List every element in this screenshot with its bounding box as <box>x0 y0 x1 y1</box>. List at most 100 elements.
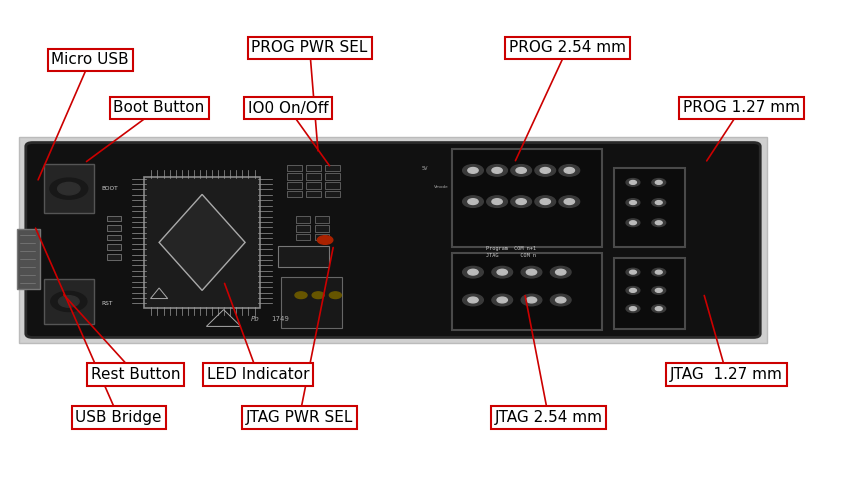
FancyBboxPatch shape <box>452 149 602 247</box>
Circle shape <box>652 179 666 186</box>
Text: RST: RST <box>101 301 113 306</box>
Circle shape <box>652 305 666 312</box>
Circle shape <box>492 168 502 173</box>
FancyBboxPatch shape <box>452 253 602 330</box>
FancyBboxPatch shape <box>325 191 340 197</box>
Circle shape <box>626 287 640 294</box>
FancyBboxPatch shape <box>287 173 302 180</box>
Circle shape <box>630 201 636 204</box>
Circle shape <box>492 199 502 204</box>
Text: 5V: 5V <box>421 166 428 170</box>
Circle shape <box>655 180 662 184</box>
Circle shape <box>655 270 662 274</box>
Circle shape <box>652 219 666 227</box>
Circle shape <box>655 307 662 311</box>
Circle shape <box>626 199 640 206</box>
FancyBboxPatch shape <box>287 191 302 197</box>
Circle shape <box>564 168 574 173</box>
FancyBboxPatch shape <box>614 168 685 247</box>
Text: USB Bridge: USB Bridge <box>76 410 162 425</box>
FancyBboxPatch shape <box>44 279 94 324</box>
FancyBboxPatch shape <box>306 173 321 180</box>
Circle shape <box>521 294 542 306</box>
FancyBboxPatch shape <box>107 244 121 250</box>
FancyBboxPatch shape <box>325 173 340 180</box>
Circle shape <box>526 269 537 275</box>
FancyBboxPatch shape <box>107 216 121 221</box>
FancyBboxPatch shape <box>306 165 321 171</box>
Circle shape <box>516 168 526 173</box>
FancyBboxPatch shape <box>287 165 302 171</box>
Circle shape <box>468 168 478 173</box>
FancyBboxPatch shape <box>315 225 329 232</box>
Circle shape <box>559 165 580 176</box>
FancyBboxPatch shape <box>107 254 121 260</box>
Circle shape <box>526 297 537 303</box>
FancyBboxPatch shape <box>44 164 94 213</box>
Circle shape <box>559 196 580 207</box>
FancyBboxPatch shape <box>315 216 329 223</box>
FancyBboxPatch shape <box>287 182 302 189</box>
Circle shape <box>626 179 640 186</box>
Text: PROG 1.27 mm: PROG 1.27 mm <box>683 100 800 116</box>
Circle shape <box>630 180 636 184</box>
Circle shape <box>550 294 571 306</box>
Circle shape <box>626 268 640 276</box>
Circle shape <box>511 196 531 207</box>
FancyBboxPatch shape <box>315 234 329 240</box>
Circle shape <box>492 294 513 306</box>
Circle shape <box>463 266 483 278</box>
Circle shape <box>50 178 88 199</box>
Circle shape <box>564 199 574 204</box>
Polygon shape <box>159 194 245 290</box>
FancyBboxPatch shape <box>296 225 310 232</box>
FancyBboxPatch shape <box>306 182 321 189</box>
Text: PROG 2.54 mm: PROG 2.54 mm <box>509 40 626 56</box>
Circle shape <box>550 266 571 278</box>
Circle shape <box>468 199 478 204</box>
Circle shape <box>521 266 542 278</box>
Text: LED Indicator: LED Indicator <box>206 367 310 382</box>
FancyBboxPatch shape <box>296 234 310 240</box>
Circle shape <box>463 196 483 207</box>
Circle shape <box>652 287 666 294</box>
Text: IO0 On/Off: IO0 On/Off <box>248 100 329 116</box>
FancyBboxPatch shape <box>325 182 340 189</box>
FancyBboxPatch shape <box>26 143 760 337</box>
FancyBboxPatch shape <box>19 137 767 343</box>
Text: JTAG  1.27 mm: JTAG 1.27 mm <box>670 367 783 382</box>
Circle shape <box>626 305 640 312</box>
Circle shape <box>630 307 636 311</box>
Text: Vmode: Vmode <box>434 185 449 189</box>
FancyBboxPatch shape <box>306 191 321 197</box>
Text: BOOT: BOOT <box>101 186 118 191</box>
Circle shape <box>492 266 513 278</box>
Text: Boot Button: Boot Button <box>114 100 205 116</box>
Text: Micro USB: Micro USB <box>52 52 129 68</box>
Circle shape <box>487 165 507 176</box>
FancyBboxPatch shape <box>278 246 329 267</box>
FancyBboxPatch shape <box>296 216 310 223</box>
Text: JTAG PWR SEL: JTAG PWR SEL <box>246 410 353 425</box>
FancyBboxPatch shape <box>281 277 342 328</box>
Circle shape <box>540 168 550 173</box>
Text: JTAG       COM n: JTAG COM n <box>486 253 536 258</box>
Circle shape <box>535 165 556 176</box>
Circle shape <box>463 294 483 306</box>
Circle shape <box>630 288 636 292</box>
Circle shape <box>468 297 478 303</box>
Circle shape <box>655 221 662 225</box>
Text: 1749: 1749 <box>271 316 289 322</box>
FancyBboxPatch shape <box>107 235 121 240</box>
Circle shape <box>317 236 333 244</box>
FancyBboxPatch shape <box>107 225 121 231</box>
Circle shape <box>295 292 307 299</box>
Circle shape <box>468 269 478 275</box>
Text: Pb: Pb <box>251 316 260 322</box>
Circle shape <box>329 292 341 299</box>
Circle shape <box>516 199 526 204</box>
Text: Program  COM n+1: Program COM n+1 <box>486 246 536 251</box>
Circle shape <box>556 269 566 275</box>
Circle shape <box>511 165 531 176</box>
Text: PROG PWR SEL: PROG PWR SEL <box>251 40 368 56</box>
